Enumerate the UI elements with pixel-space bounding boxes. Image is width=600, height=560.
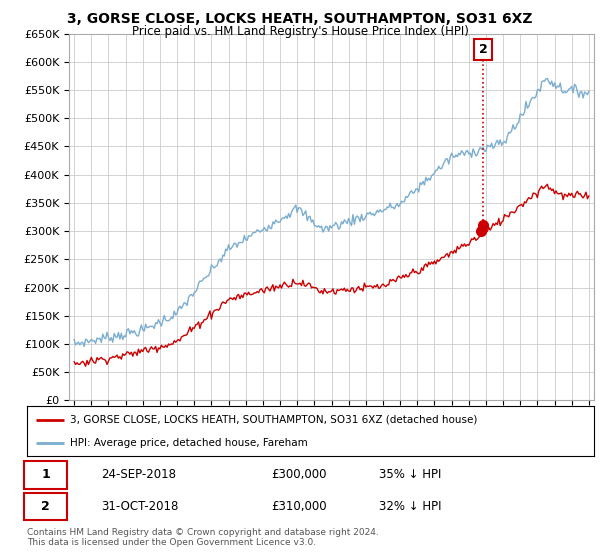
Text: 32% ↓ HPI: 32% ↓ HPI	[379, 500, 441, 513]
Text: Price paid vs. HM Land Registry's House Price Index (HPI): Price paid vs. HM Land Registry's House …	[131, 25, 469, 38]
FancyBboxPatch shape	[24, 461, 67, 488]
Text: HPI: Average price, detached house, Fareham: HPI: Average price, detached house, Fare…	[70, 438, 307, 448]
FancyBboxPatch shape	[24, 493, 67, 520]
Text: 3, GORSE CLOSE, LOCKS HEATH, SOUTHAMPTON, SO31 6XZ: 3, GORSE CLOSE, LOCKS HEATH, SOUTHAMPTON…	[67, 12, 533, 26]
Text: 31-OCT-2018: 31-OCT-2018	[101, 500, 178, 513]
Text: 2: 2	[41, 500, 50, 513]
Text: Contains HM Land Registry data © Crown copyright and database right 2024.
This d: Contains HM Land Registry data © Crown c…	[27, 528, 379, 547]
Text: 24-SEP-2018: 24-SEP-2018	[101, 468, 176, 481]
Text: 3, GORSE CLOSE, LOCKS HEATH, SOUTHAMPTON, SO31 6XZ (detached house): 3, GORSE CLOSE, LOCKS HEATH, SOUTHAMPTON…	[70, 414, 477, 424]
Text: 2: 2	[479, 43, 487, 56]
Text: £310,000: £310,000	[271, 500, 326, 513]
Text: 1: 1	[41, 468, 50, 481]
Text: £300,000: £300,000	[271, 468, 326, 481]
Text: 35% ↓ HPI: 35% ↓ HPI	[379, 468, 441, 481]
